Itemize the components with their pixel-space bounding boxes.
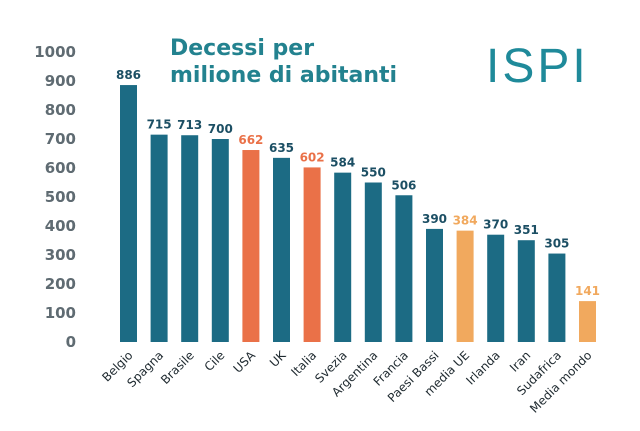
y-tick-label: 100 — [45, 304, 76, 322]
y-tick-label: 700 — [45, 130, 76, 148]
bar-usa — [242, 150, 260, 342]
data-label: 370 — [483, 218, 508, 232]
bar-italia — [303, 167, 321, 342]
data-label: 602 — [300, 150, 325, 164]
y-tick-label: 200 — [45, 275, 76, 293]
ispi-logo: ISPI — [486, 40, 589, 93]
y-axis: 0 100 200 300 400 500 600 700 800 900 1000 — [34, 43, 76, 351]
bar-paesi-bassi — [426, 228, 443, 342]
data-label: 662 — [238, 133, 263, 147]
y-tick-label: 900 — [45, 72, 76, 90]
data-label: 550 — [361, 166, 386, 180]
bar-media-mondo — [579, 301, 596, 342]
y-tick-label: 1000 — [34, 43, 76, 61]
y-tick-label: 300 — [45, 246, 76, 264]
bar-argentina — [364, 182, 382, 342]
data-label: 305 — [544, 237, 569, 251]
data-label: 506 — [391, 178, 416, 192]
x-tick-label: Brasile — [158, 348, 197, 387]
data-label: 141 — [575, 284, 600, 298]
x-tick-label: Irlanda — [463, 348, 502, 387]
bar-spagna — [150, 134, 168, 342]
bar-brasile — [181, 135, 199, 342]
bar-media-ue — [456, 230, 474, 342]
x-tick-label: Iran — [507, 348, 533, 374]
bar-series — [120, 85, 596, 342]
data-label: 635 — [269, 141, 294, 155]
bar-uk — [273, 157, 290, 342]
data-label: 700 — [208, 122, 233, 136]
data-label: 584 — [330, 156, 355, 170]
data-label: 390 — [422, 212, 447, 226]
bar-irlanda — [487, 234, 505, 342]
bar-svezia — [334, 172, 352, 342]
data-label: 715 — [147, 118, 172, 132]
x-tick-label: Cile — [202, 348, 228, 374]
y-tick-label: 400 — [45, 217, 76, 235]
data-label: 384 — [453, 214, 478, 228]
bar-sudafrica — [548, 253, 566, 342]
y-tick-label: 800 — [45, 101, 76, 119]
y-tick-label: 600 — [45, 159, 76, 177]
bar-belgio — [120, 85, 137, 342]
data-label: 713 — [177, 118, 202, 132]
x-tick-label: UK — [267, 347, 289, 369]
data-labels: 886 715 713 700 662 635 602 584 550 506 390 384 370 3… — [116, 68, 600, 298]
y-tick-label: 0 — [66, 333, 76, 351]
y-tick-label: 500 — [45, 188, 76, 206]
data-label: 886 — [116, 68, 141, 82]
chart-title-line-2: milione di abitanti — [170, 63, 397, 88]
bar-iran — [517, 240, 535, 342]
bar-cile — [211, 139, 229, 342]
data-label: 351 — [514, 223, 539, 237]
x-tick-label: USA — [231, 348, 259, 376]
bar-francia — [395, 195, 413, 342]
chart-title-line-1: Decessi per — [170, 36, 314, 61]
